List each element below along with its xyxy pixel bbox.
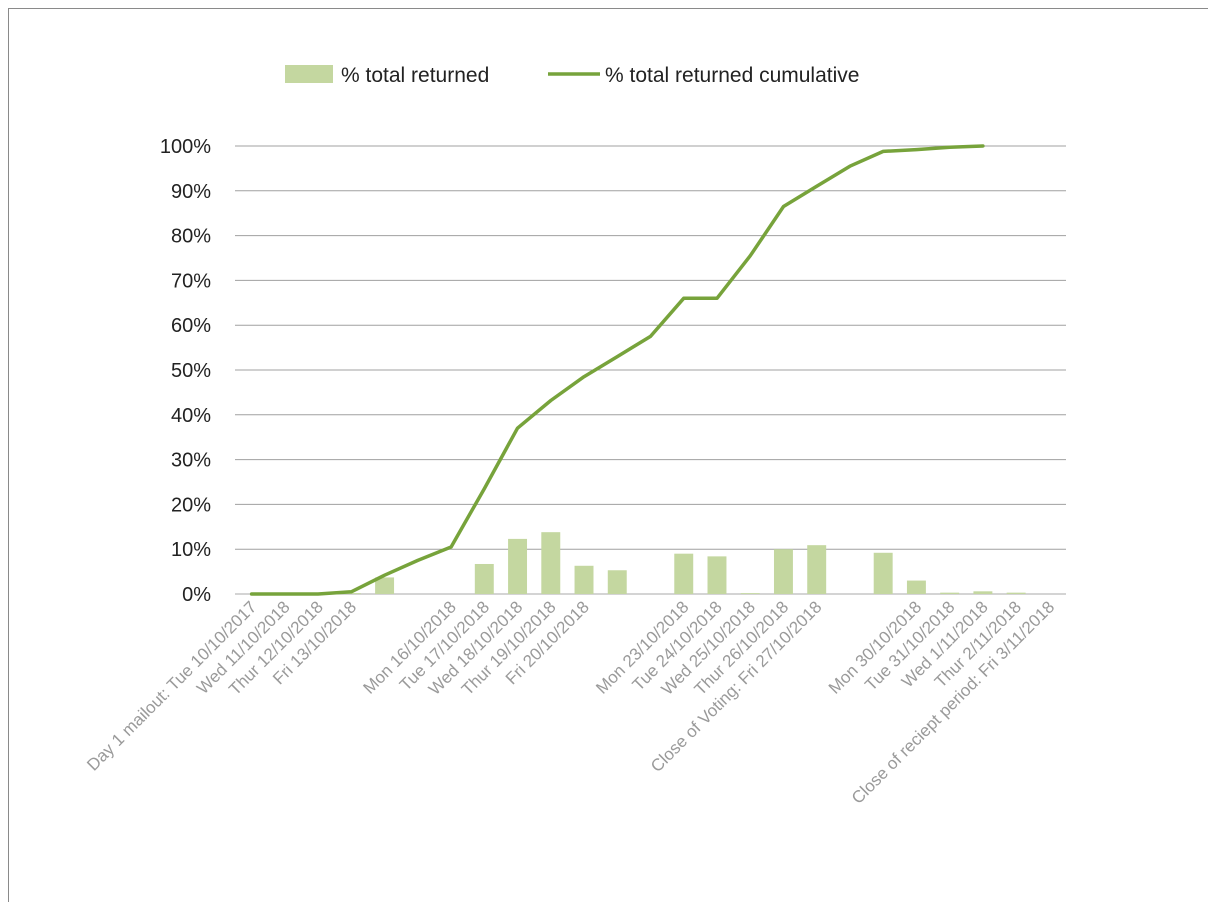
y-tick-label: 0% (182, 584, 211, 606)
bar (574, 565, 594, 594)
legend-swatch-bars (285, 65, 333, 83)
bar (940, 592, 960, 594)
y-tick-label: 60% (171, 315, 211, 337)
bar (1006, 592, 1026, 594)
legend-label-bars: % total returned (341, 64, 489, 87)
y-tick-label: 20% (171, 494, 211, 516)
legend-label-line: % total returned cumulative (605, 64, 859, 87)
bar (508, 538, 528, 594)
y-tick-label: 50% (171, 360, 211, 382)
line-series (249, 144, 985, 596)
y-axis-ticks: 0% 10% 20% 30% 40% 50% 60% 70% 80% 90% 100% (160, 136, 211, 606)
bar (873, 552, 893, 594)
y-tick-label: 40% (171, 405, 211, 427)
bar (707, 556, 727, 594)
y-tick-label: 90% (171, 181, 211, 203)
y-tick-label: 10% (171, 539, 211, 561)
chart-frame (8, 8, 1208, 902)
y-tick-label: 30% (171, 450, 211, 472)
bar (906, 580, 926, 594)
bar (375, 577, 395, 594)
bar (341, 593, 361, 594)
bar (807, 545, 827, 594)
bar (474, 563, 494, 594)
bar (740, 593, 760, 594)
bar (773, 549, 793, 594)
bar (674, 553, 694, 594)
bar-series (341, 532, 1026, 594)
legend: % total returned % total returned cumula… (285, 64, 859, 87)
bar (607, 570, 627, 594)
bar (973, 591, 993, 594)
cumulative-line (249, 144, 985, 596)
y-tick-label: 70% (171, 270, 211, 292)
gridlines (235, 145, 1066, 595)
y-tick-label: 100% (160, 136, 211, 158)
bar (541, 532, 561, 594)
y-tick-label: 80% (171, 226, 211, 248)
